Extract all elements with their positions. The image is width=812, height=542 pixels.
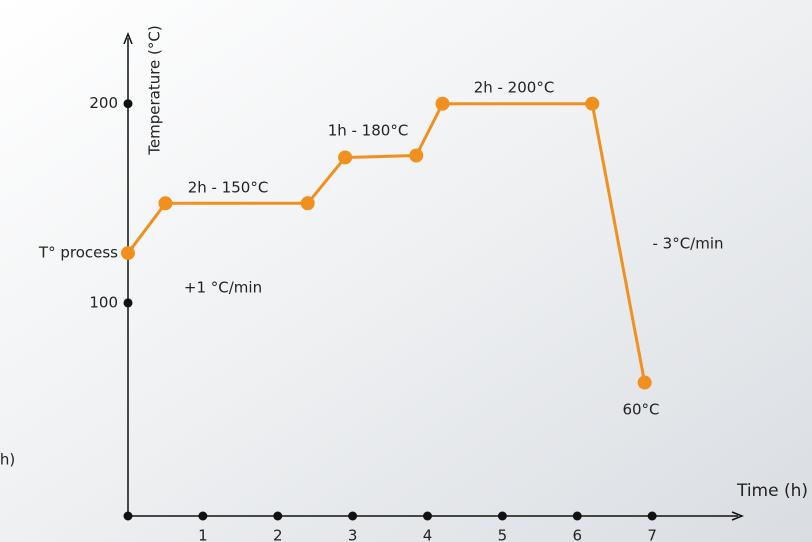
- x-tick-label: 3: [348, 527, 358, 542]
- x-tick-label: 4: [423, 527, 433, 542]
- x-axis-arrow: [731, 511, 745, 521]
- annotation: - 3°C/min: [652, 235, 723, 253]
- origin-dot: [123, 511, 133, 521]
- point: [409, 148, 424, 163]
- series-label: T° process: [38, 244, 118, 262]
- x-tick-label: 6: [572, 527, 582, 542]
- annotation: 1h - 180°C: [328, 122, 409, 140]
- x-axis-label: Time (h): [736, 481, 808, 501]
- annotation: +1 °C/min: [184, 279, 262, 297]
- x-tick: [273, 511, 283, 521]
- annotation: 60°C: [622, 401, 659, 419]
- point: [121, 246, 135, 261]
- x-tick: [497, 511, 507, 521]
- y-tick: [123, 298, 133, 308]
- x-tick: [198, 511, 208, 521]
- point: [435, 96, 450, 111]
- point: [585, 96, 600, 111]
- point: [158, 196, 173, 211]
- x-tick-label: 1: [198, 527, 208, 542]
- x-tick-label: 5: [498, 527, 508, 542]
- line: [126, 102, 647, 383]
- annotation: 2h - 150°C: [188, 179, 269, 197]
- x-tick-label: 7: [647, 527, 657, 542]
- point: [338, 150, 353, 165]
- x-tick-label: 2: [273, 527, 283, 542]
- annotation: (h): [0, 451, 15, 469]
- annotation: 2h - 200°C: [474, 79, 555, 97]
- y-tick-label: 200: [89, 94, 118, 112]
- y-tick: [123, 99, 133, 109]
- y-axis-label: Temperature (°C): [146, 25, 164, 155]
- y-axis-arrow: [123, 31, 133, 45]
- point: [300, 196, 315, 211]
- x-tick: [647, 511, 657, 521]
- x-tick: [348, 511, 358, 521]
- x-tick: [572, 511, 582, 521]
- point: [637, 375, 652, 390]
- y-tick-label: 100: [89, 293, 118, 311]
- x-tick: [423, 511, 433, 521]
